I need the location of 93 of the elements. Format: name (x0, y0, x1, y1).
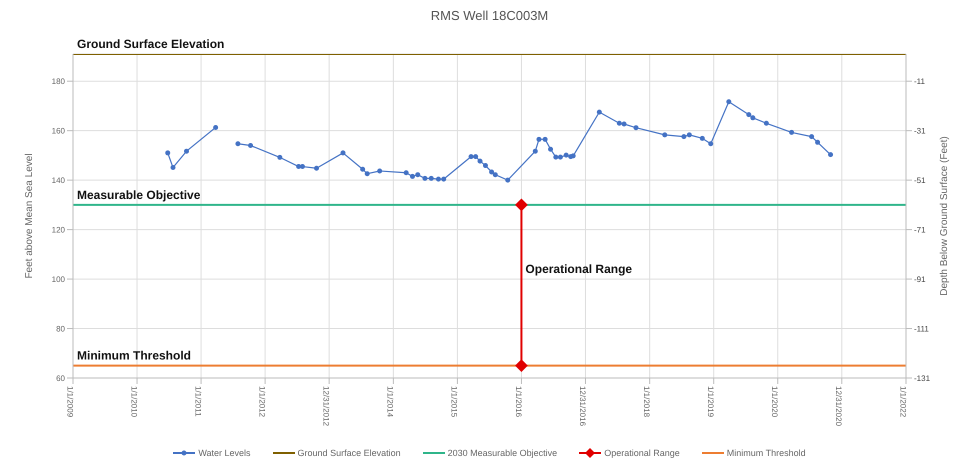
point (616, 120, 622, 126)
x-tick-label: 1/1/2022 (898, 386, 908, 418)
point (622, 121, 627, 126)
point (681, 134, 686, 140)
y-tick-label: 80 (56, 324, 66, 334)
point (662, 132, 668, 138)
x-tick-label: 1/1/2012 (257, 386, 266, 418)
point (532, 148, 538, 154)
point (422, 176, 428, 181)
x-tick-label: 12/31/2012 (321, 386, 330, 427)
x-tick-label: 1/1/2018 (642, 386, 651, 418)
point (404, 170, 409, 176)
y-tick-label: 140 (52, 176, 66, 185)
annotation: Operational Range (525, 262, 632, 276)
legend-label: Minimum Threshold (726, 448, 806, 458)
y-tick-label: 180 (52, 77, 66, 86)
point (548, 146, 554, 152)
point (553, 154, 558, 160)
point (809, 134, 814, 140)
x-tick-label: 1/1/2010 (129, 386, 138, 418)
y-tick-label: 60 (56, 374, 66, 383)
point (492, 172, 498, 178)
y2-axis-title: Depth Below Ground Surface (Feet) (939, 136, 950, 296)
point (558, 154, 563, 160)
x-tick-label: 1/1/2015 (450, 386, 459, 418)
x-tick-label: 1/1/2009 (65, 386, 74, 418)
point (726, 99, 732, 104)
legend-label: Water Levels (197, 448, 251, 458)
point (570, 153, 576, 158)
y-tick-label: 120 (52, 225, 66, 234)
point (468, 154, 474, 160)
point (700, 136, 705, 141)
point (235, 141, 240, 146)
point (828, 152, 834, 158)
point (542, 136, 548, 142)
point (482, 163, 488, 168)
y2-tick-label: -131 (914, 374, 931, 383)
point (165, 150, 170, 156)
point (596, 110, 602, 115)
point (789, 130, 794, 135)
chart-title: RMS Well 18C003M (430, 8, 550, 25)
legend-label: Operational Range (603, 448, 680, 458)
legend-label: 2030 Measurable Objective (446, 448, 558, 458)
point (441, 176, 446, 182)
annotation: Minimum Threshold (77, 348, 191, 363)
x-tick-label: 1/1/2019 (706, 386, 716, 418)
x-tick-label: 12/31/2016 (578, 386, 587, 427)
x-tick-label: 1/1/2011 (193, 386, 202, 418)
point (764, 120, 769, 126)
y2-tick-label: -71 (914, 225, 926, 234)
point (364, 171, 370, 176)
point (170, 165, 176, 170)
point (340, 150, 346, 156)
point (360, 166, 366, 172)
point (750, 115, 756, 120)
point (277, 154, 282, 160)
y2-tick-label: -31 (914, 126, 926, 136)
x-tick-label: 12/31/2020 (834, 386, 844, 427)
point (564, 152, 569, 158)
y-tick-label: 100 (52, 274, 66, 284)
point (633, 125, 638, 130)
point (410, 174, 415, 179)
x-tick-label: 1/1/2020 (770, 386, 780, 418)
x-tick-label: 1/1/2016 (514, 386, 523, 418)
point (536, 136, 542, 142)
point (314, 166, 320, 171)
point (248, 143, 254, 148)
annotation: Measurable Objective (77, 188, 201, 202)
y-tick-label: 160 (52, 126, 66, 136)
point (428, 176, 434, 181)
point (377, 168, 382, 174)
point (746, 112, 752, 118)
y2-tick-label: -11 (914, 77, 926, 86)
y2-tick-label: -51 (914, 176, 926, 185)
point (686, 132, 692, 138)
point (505, 178, 510, 183)
point (515, 359, 528, 372)
y2-tick-label: -111 (914, 324, 930, 334)
y-axis-title: Feet above Mean Sea Level (24, 153, 35, 279)
annotation: Ground Surface Elevation (77, 37, 224, 51)
point (415, 172, 420, 178)
point (436, 176, 441, 182)
legend-label: Ground Surface Elevation (296, 448, 401, 458)
point (708, 141, 714, 146)
point (489, 169, 494, 174)
point (478, 158, 483, 164)
y2-tick-label: -91 (914, 274, 926, 284)
point (473, 154, 478, 160)
point (815, 140, 820, 145)
point (184, 148, 190, 154)
point (515, 198, 528, 212)
x-tick-label: 1/1/2014 (386, 386, 395, 418)
point (213, 124, 218, 130)
